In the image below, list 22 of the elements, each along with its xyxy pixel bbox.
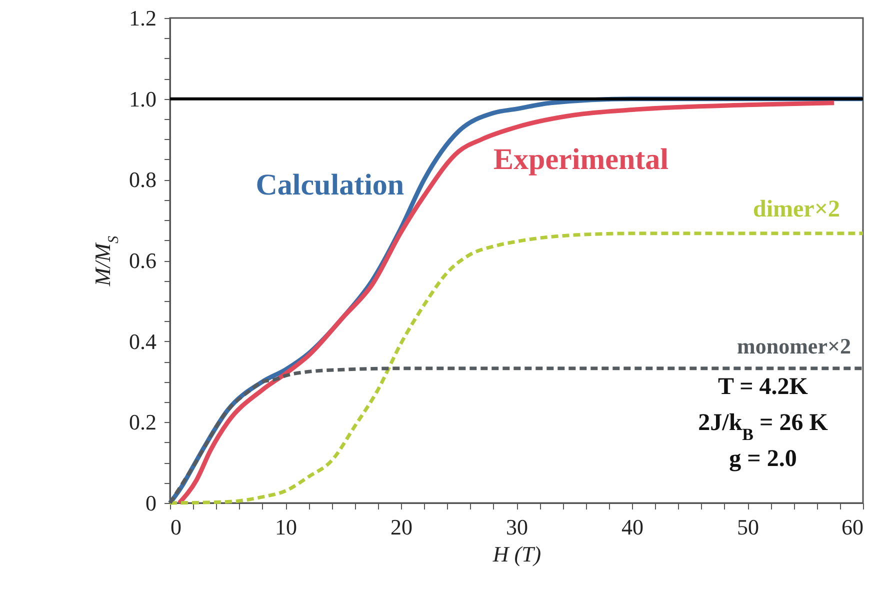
x-tick-label: 40 [622,514,644,540]
x-tick-label: 20 [390,514,412,540]
series-label: Calculation [256,168,404,202]
y-tick-label: 1.2 [129,6,156,30]
x-tick-label: 10 [275,514,297,540]
series-label: dimer×2 [753,196,840,222]
y-tick-label: 0.8 [129,167,156,192]
annotation: 2J/k$_{B}$ = 26 K [698,410,828,444]
series-label: Experimental [494,143,668,176]
annotation: g = 2.0 [729,446,797,472]
y-tick-label: 0 [146,490,156,516]
x-tick-label: 50 [737,514,759,540]
x-axis-title: H (T) [492,542,542,566]
y-tick-label: 1.0 [129,86,156,112]
annotation: T = 4.2K [718,374,808,400]
x-tick-label: 60 [842,514,864,540]
y-tick-label: 0.2 [129,410,156,435]
x-tick-label: 0 [170,514,182,540]
y-tick-label: 0.6 [129,248,156,273]
series-label: monomer×2 [737,333,851,358]
x-tick-label: 30 [506,514,528,540]
y-tick-label: 0.4 [129,328,156,354]
